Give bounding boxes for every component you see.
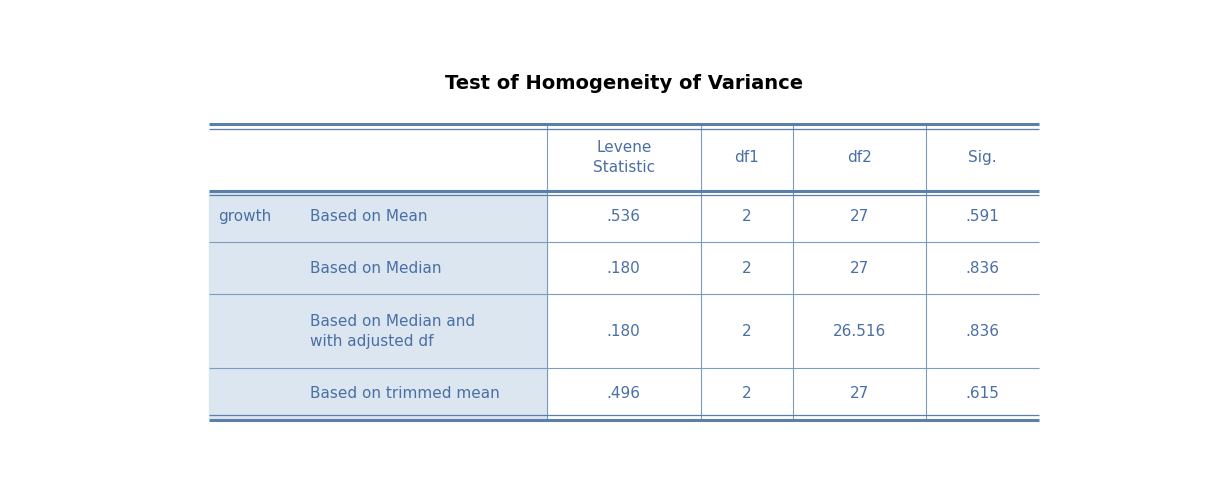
Text: .496: .496	[607, 386, 640, 401]
Text: .180: .180	[607, 324, 640, 338]
Text: .180: .180	[607, 261, 640, 276]
Text: df1: df1	[734, 150, 759, 165]
Bar	[209, 191, 546, 420]
Text: Based on trimmed mean: Based on trimmed mean	[310, 386, 500, 401]
Text: Based on Median: Based on Median	[310, 261, 442, 276]
Text: .536: .536	[607, 209, 640, 224]
Text: df2: df2	[847, 150, 871, 165]
Text: .615: .615	[965, 386, 999, 401]
Text: 2: 2	[742, 324, 751, 338]
Text: Test of Homogeneity of Variance: Test of Homogeneity of Variance	[444, 74, 803, 93]
Text: 26.516: 26.516	[832, 324, 886, 338]
Text: 27: 27	[849, 261, 869, 276]
Text: 2: 2	[742, 209, 751, 224]
Text: .836: .836	[965, 261, 999, 276]
Text: growth: growth	[218, 209, 271, 224]
Text: Based on Mean: Based on Mean	[310, 209, 428, 224]
Text: 2: 2	[742, 386, 751, 401]
Text: Based on Median and
with adjusted df: Based on Median and with adjusted df	[310, 314, 476, 348]
Text: .591: .591	[965, 209, 999, 224]
Text: Sig.: Sig.	[968, 150, 997, 165]
Text: Levene
Statistic: Levene Statistic	[593, 140, 655, 175]
Text: 27: 27	[849, 386, 869, 401]
Text: 27: 27	[849, 209, 869, 224]
Text: 2: 2	[742, 261, 751, 276]
Text: .836: .836	[965, 324, 999, 338]
